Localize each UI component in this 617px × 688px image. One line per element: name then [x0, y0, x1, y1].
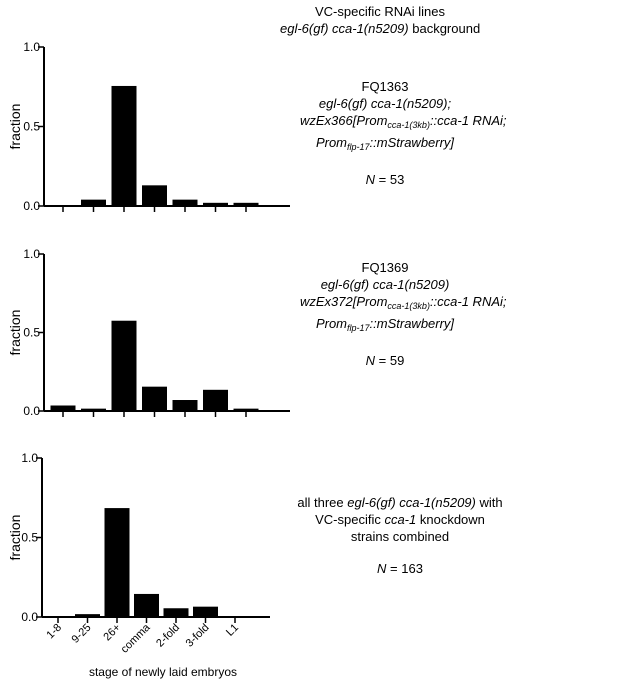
panel-2-n-label: N — [365, 353, 376, 368]
panel-1-ex-b: ::cca-1 RNAi; — [429, 113, 507, 128]
chart-3-x-tick-label: comma — [119, 621, 154, 656]
chart-3-x-tick-label: 1-8 — [44, 622, 64, 642]
panel-3-line-1-genotype: egl-6(gf) cca-1(n5209) — [347, 495, 476, 510]
panel-3-n-value: = 163 — [386, 561, 423, 576]
panel-1-prom-b: ::mStrawberry] — [369, 135, 455, 150]
panel-3-line-1-a: all three — [297, 495, 348, 510]
panel-2-ex-line: wzEx372[Promcca-1(3kb)::cca-1 RNAi; — [300, 293, 507, 315]
chart-1-bar — [111, 85, 137, 206]
panel-1-n-value: = 53 — [375, 172, 405, 187]
panel-1-prom-a: Prom — [315, 135, 348, 150]
panel-2-ex-a: wzEx372[Prom — [300, 294, 388, 309]
panel-3-line-2-gene: cca-1 — [384, 512, 417, 527]
chart-2-bar — [142, 386, 167, 411]
panel-2-prom-b: ::mStrawberry] — [369, 316, 455, 331]
panel-3-line-1: all three egl-6(gf) cca-1(n5209) with — [280, 494, 520, 511]
chart-3-y-tick-label: 1.0 — [21, 451, 38, 465]
chart-1-y-tick-label: 0.5 — [23, 120, 40, 134]
panel-1-genotype: egl-6(gf) cca-1(n5209); — [318, 96, 452, 111]
chart-2-bar — [203, 389, 228, 411]
panel-2-n: N = 59 — [300, 352, 470, 369]
chart-2-y-tick-label: 0.0 — [23, 404, 40, 418]
chart-3-bar — [75, 614, 100, 617]
chart-3-x-tick-label: L1 — [224, 622, 241, 639]
chart-3-x-tick-label: 9-25 — [70, 622, 94, 646]
chart-3-x-tick-label: 2-fold — [154, 622, 182, 650]
chart-3-bar — [134, 593, 159, 617]
header-genotype: egl-6(gf) cca-1(n5209) — [280, 21, 409, 36]
chart-1-y-axis-label: fraction — [7, 104, 23, 150]
chart-3-bar — [222, 616, 248, 617]
panel-2-genotype: egl-6(gf) cca-1(n5209) — [320, 277, 450, 292]
chart-2-y-tick-label: 0.5 — [23, 326, 40, 340]
panel-2-prom-sub: flp-17 — [347, 323, 370, 333]
chart-2-y-tick-label: 1.0 — [23, 247, 40, 261]
chart-3-x-tick-label: 3-fold — [184, 622, 212, 650]
chart-2-bar — [172, 400, 198, 411]
chart-3-bar — [193, 606, 218, 617]
panel-1-strain: FQ1363 — [361, 79, 409, 94]
panel-2-ex-sub: cca-1(3kb) — [387, 301, 430, 311]
chart-2-bar — [81, 408, 106, 411]
chart-3-y-axis-label: fraction — [7, 515, 23, 561]
chart-3-x-axis-label: stage of newly laid embryos — [89, 665, 237, 679]
figure-header: VC-specific RNAi lines egl-6(gf) cca-1(n… — [280, 3, 480, 37]
chart-1-bar — [81, 199, 106, 206]
chart-3-y-tick-label: 0.5 — [21, 531, 38, 545]
panel-3-line-2: VC-specific cca-1 knockdown — [280, 511, 520, 528]
panel-2-prom-a: Prom — [315, 316, 348, 331]
panel-1-n-label: N — [365, 172, 376, 187]
panel-2-annotation: FQ1369 egl-6(gf) cca-1(n5209) wzEx372[Pr… — [300, 259, 507, 369]
panel-1-ex-sub: cca-1(3kb) — [387, 120, 430, 130]
chart-1-bar — [203, 202, 228, 206]
panel-1-prom-line: Promflp-17::mStrawberry] — [300, 134, 470, 156]
panel-3-annotation: all three egl-6(gf) cca-1(n5209) with VC… — [280, 494, 520, 577]
chart-3-bar — [45, 616, 71, 617]
panel-1-n: N = 53 — [300, 171, 470, 188]
chart-3-y-tick-label: 0.0 — [21, 610, 38, 624]
chart-3-bar — [163, 608, 189, 617]
panel-2-strain: FQ1369 — [361, 260, 409, 275]
chart-2-bar — [50, 405, 76, 411]
panel-1-annotation: FQ1363 egl-6(gf) cca-1(n5209); wzEx366[P… — [300, 78, 507, 188]
panel-3-line-2-a: VC-specific — [315, 512, 385, 527]
chart-1-y-tick-label: 1.0 — [23, 40, 40, 54]
chart-2-bar — [233, 408, 259, 411]
panel-3-n: N = 163 — [280, 560, 520, 577]
chart-1-bar — [142, 185, 167, 206]
panel-2-prom-line: Promflp-17::mStrawberry] — [300, 315, 470, 337]
panel-2-ex-b: ::cca-1 RNAi; — [429, 294, 507, 309]
header-line-1: VC-specific RNAi lines — [314, 4, 446, 19]
panel-3-line-1-b: with — [475, 495, 503, 510]
panel-1-prom-sub: flp-17 — [347, 142, 370, 152]
panel-1-ex-line: wzEx366[Promcca-1(3kb)::cca-1 RNAi; — [300, 112, 507, 134]
chart-2-bar — [111, 320, 137, 411]
chart-1-bar — [172, 199, 198, 206]
chart-1-y-tick-label: 0.0 — [23, 199, 40, 213]
chart-3-x-tick-label: 26+ — [101, 622, 123, 644]
chart-2-y-axis-label: fraction — [7, 310, 23, 356]
panel-2-n-value: = 59 — [375, 353, 405, 368]
chart-3-bar — [104, 508, 130, 617]
panel-3-n-label: N — [377, 561, 387, 576]
chart-1-bar — [233, 202, 259, 206]
header-background: background — [408, 21, 481, 36]
panel-3-line-2-b: knockdown — [416, 512, 485, 527]
header-line-2: egl-6(gf) cca-1(n5209) background — [280, 20, 480, 37]
panel-1-ex-a: wzEx366[Prom — [300, 113, 388, 128]
panel-3-line-3: strains combined — [350, 529, 450, 544]
